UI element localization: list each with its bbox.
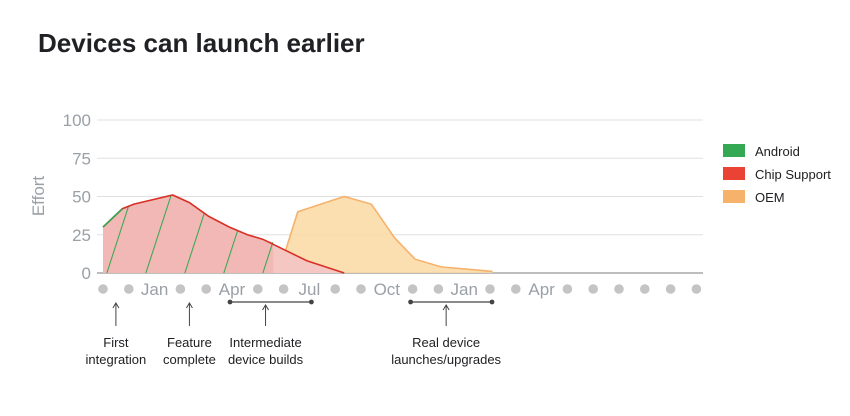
chart-title: Devices can launch earlier	[38, 28, 365, 58]
x-tick-dot	[98, 284, 108, 294]
x-tick-dot	[485, 284, 495, 294]
annotation-arrowhead	[186, 302, 193, 309]
legend-swatch	[723, 190, 745, 203]
x-tick-dot	[511, 284, 521, 294]
annotations: First integration Feature complete Intermedi…	[86, 299, 502, 367]
x-tick-dot	[124, 284, 134, 294]
annotation-text: integration	[86, 352, 147, 367]
annotation-text: Intermediate	[229, 335, 301, 350]
annotation-text: complete	[163, 352, 216, 367]
annotation-bracket-end	[489, 299, 495, 305]
x-tick-dot	[407, 284, 418, 294]
annotation-bracket-end	[309, 299, 314, 305]
x-tick-dot	[175, 284, 186, 294]
axis: Jan Apr Jul Oct Jan Apr	[98, 280, 702, 299]
y-tick-label: 0	[82, 264, 91, 283]
annotation-arrowhead	[112, 302, 120, 309]
x-tick-label: Oct	[374, 280, 401, 299]
x-tick-label: Jul	[299, 280, 321, 299]
x-tick-label: Jan	[450, 280, 477, 299]
x-tick-dot	[614, 284, 624, 294]
legend: Android Chip Support OEM	[723, 144, 831, 205]
x-tick-dot	[588, 284, 598, 294]
annotation-bracket-end	[227, 299, 233, 305]
annotation-text: device builds	[228, 352, 304, 367]
y-tick-label: 25	[72, 226, 91, 245]
y-tick-label: 75	[72, 149, 91, 168]
x-tick-label: Apr	[528, 280, 555, 299]
annotation-bracket-end	[408, 299, 413, 305]
x-tick-dot	[278, 284, 289, 294]
legend-swatch	[723, 144, 745, 157]
annotation-text: Real device	[412, 335, 480, 350]
y-axis-label: Effort	[29, 176, 48, 217]
annotation-arrowhead	[262, 304, 269, 311]
legend-label: Chip Support	[755, 167, 831, 182]
y-tick-label: 100	[63, 111, 91, 130]
line-chip-support	[102, 194, 345, 274]
annotation-text: First	[103, 335, 129, 350]
legend-label: Android	[755, 144, 800, 159]
x-tick-label: Jan	[141, 280, 168, 299]
line-android	[102, 208, 123, 228]
x-tick-dot	[433, 284, 444, 294]
x-tick-dot	[640, 284, 650, 294]
legend-swatch	[723, 167, 745, 180]
annotation-text: launches/upgrades	[391, 352, 501, 367]
x-tick-dot	[665, 284, 676, 294]
x-tick-dot	[201, 284, 211, 294]
area-oem	[278, 196, 493, 273]
x-tick-dot	[356, 284, 366, 294]
line-oem	[277, 195, 493, 274]
y-tick-label: 50	[72, 188, 91, 207]
x-tick-label: Apr	[219, 280, 246, 299]
x-tick-dot	[330, 284, 341, 294]
x-tick-dot	[691, 284, 702, 294]
area-android	[103, 194, 274, 273]
x-tick-dot	[562, 284, 573, 294]
x-tick-dot	[252, 284, 263, 294]
series-areas	[102, 194, 493, 274]
annotation-text: Feature	[167, 335, 212, 350]
annotation-arrowhead	[442, 304, 450, 311]
legend-label: OEM	[755, 190, 785, 205]
